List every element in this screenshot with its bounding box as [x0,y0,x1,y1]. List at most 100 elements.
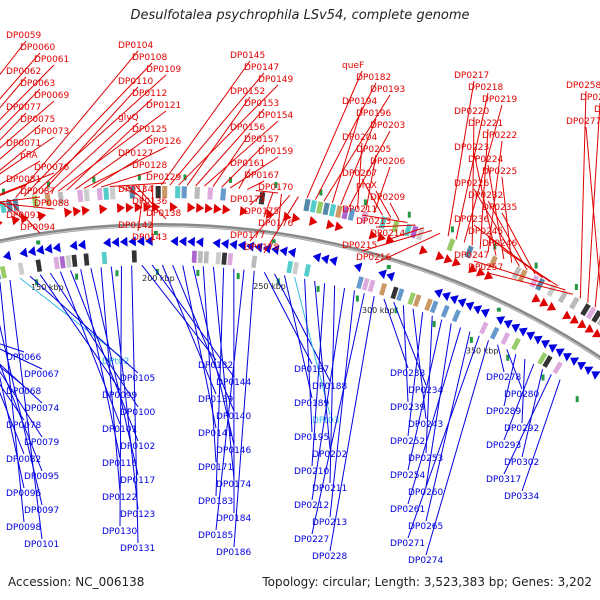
reverse-gene-label: DP0253 [408,454,443,464]
forward-label-leader [479,128,489,249]
forward-gene-arrow [483,270,494,280]
forward-label-leader [151,185,154,244]
forward-category-block [83,189,90,202]
reverse-label-leader [407,312,424,437]
forward-gene-label: DP0161 [230,159,265,169]
reverse-category-block [511,337,521,351]
forward-label-leader [100,170,153,188]
forward-gene-label: DP0108 [132,53,168,63]
forward-label-leader [306,70,363,199]
forward-category-block [535,277,546,291]
forward-category-block [155,186,161,199]
reverse-category-block [367,279,376,293]
reverse-label-leader [119,265,122,527]
forward-category-block [409,225,419,239]
forward-label-leader [0,202,55,210]
reverse-gene-arrow [287,247,297,258]
reverse-gene-arrow [52,242,61,253]
forward-label-leader [0,100,55,149]
reverse-label-leader [506,349,523,390]
reverse-gene-arrow [511,323,521,333]
forward-label-leader [375,190,392,218]
scale-tick-mark [36,240,41,245]
reverse-gene-arrow [473,305,483,315]
forward-label-leader [57,110,167,192]
reverse-gene-arrow [170,236,179,247]
forward-gene-label: DP0136 [132,197,168,207]
forward-label-leader [357,142,363,209]
reverse-label-leader [329,295,375,552]
reverse-gene-arrow [321,254,330,265]
reverse-gene-label: DP0254 [390,471,426,481]
scale-tick-label: 150 kbp [31,283,64,292]
forward-label-leader [0,201,27,222]
forward-gene-label: DP0154 [258,111,294,121]
reverse-label-leader [9,279,43,540]
reverse-gene-arrow [503,319,513,329]
forward-label-leader [204,120,279,187]
reverse-gene-arrow [237,240,246,251]
forward-gene-label: DP0069 [34,91,70,101]
forward-category-block [303,198,311,212]
reverse-category-block [191,250,197,263]
forward-gene-label: DP0138 [146,209,182,219]
forward-gene-label: proX [356,181,377,191]
reverse-gene-arrow [103,237,111,248]
scale-tick-label: 350 kbp [466,346,499,355]
scale-tick-label: 250 kbp [253,282,286,291]
forward-label-leader [277,193,282,230]
forward-gene-arrow [326,219,335,230]
reverse-gene-label: DP0227 [294,535,329,545]
trna-gene-label: DPt02 [102,357,129,367]
reverse-gene-label: DP0185 [198,531,233,541]
forward-gene-arrow [377,232,386,242]
reverse-gene-arrow [496,316,506,326]
forward-gene-arrow [467,263,478,273]
reverse-label-leader [311,287,346,501]
reverse-label-leader [215,267,225,497]
reverse-category-block [537,352,548,365]
forward-category-block [162,186,168,199]
forward-gene-label: DP0145 [230,51,265,61]
reverse-gene-arrow [584,366,594,376]
forward-gene-arrow [443,254,453,264]
reverse-label-leader [161,264,217,395]
reverse-gene-label: DP0334 [504,492,540,502]
reverse-gene-label: DP0139 [198,395,234,405]
reverse-label-leader [110,266,139,510]
forward-category-block [220,188,227,201]
reverse-label-leader [49,272,139,408]
forward-gene-arrow [204,203,213,214]
reverse-label-leader [304,278,313,433]
reverse-gene-arrow [555,348,565,358]
forward-gene-label: DP0223 [454,143,489,153]
reverse-gene-arrow [562,352,572,362]
forward-gene-label: DP0153 [244,99,279,109]
forward-gene-label: DP0177 [230,231,265,241]
reverse-gene-arrow [19,247,28,258]
forward-label-leader [32,74,167,196]
topology-text: Topology: circular; Length: 3,523,383 bp… [262,575,592,589]
reverse-gene-arrow [518,327,528,337]
forward-category-block [596,318,600,326]
reverse-category-block [203,251,210,264]
reverse-label-leader [294,276,331,416]
forward-category-block [96,188,103,201]
forward-gene-arrow [577,319,587,328]
trna-gene-label: DPt03 [312,416,339,426]
forward-gene-label: DP0081 [6,175,41,185]
forward-label-leader [118,185,139,196]
reverse-label-leader [0,366,25,387]
reverse-gene-label: DP0228 [312,552,348,562]
reverse-label-leader [329,285,336,484]
forward-gene-label: DP0215 [342,241,377,251]
forward-gene-label: DP0213 [356,217,391,227]
forward-gene-label: DP0214 [370,229,406,239]
forward-label-leader [249,194,291,242]
reverse-label-leader [407,327,462,505]
forward-gene-label: glyQ [118,113,139,123]
forward-gene-label: DP0173 [230,195,265,205]
forward-gene-label: DP0258 [566,81,600,91]
forward-category-block [378,216,388,230]
